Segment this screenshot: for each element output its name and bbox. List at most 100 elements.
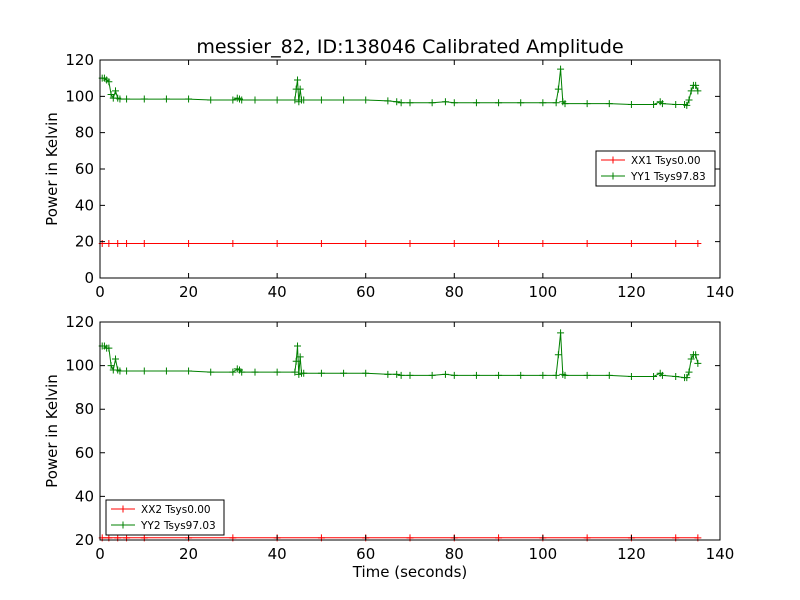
data-point	[672, 239, 680, 247]
data-point	[685, 368, 693, 376]
data-point	[552, 371, 560, 379]
data-point	[317, 369, 325, 377]
y-axis-label: Power in Kelvin	[43, 374, 61, 488]
data-point	[650, 373, 658, 380]
data-point	[340, 369, 348, 377]
data-point	[292, 357, 300, 365]
data-point	[627, 101, 635, 109]
data-point	[185, 239, 193, 247]
data-point	[450, 239, 458, 247]
data-point	[583, 100, 591, 108]
data-point	[140, 239, 148, 247]
series-1-1	[98, 239, 702, 247]
data-point	[393, 98, 401, 106]
data-point	[685, 96, 693, 104]
data-point	[107, 362, 115, 370]
data-point	[627, 373, 635, 380]
data-point	[583, 371, 591, 379]
data-point	[450, 371, 458, 379]
legend-marker	[119, 505, 127, 513]
data-point	[112, 87, 119, 95]
x-tick-label: 120	[617, 545, 646, 563]
data-point	[557, 65, 565, 73]
data-point	[692, 351, 700, 359]
data-point	[554, 85, 562, 93]
data-point	[397, 99, 405, 107]
data-point	[557, 329, 565, 337]
data-point	[116, 95, 124, 103]
data-point	[251, 96, 259, 104]
y-tick-label: 20	[75, 531, 94, 549]
legend: XX2 Tsys0.00 YY2 Tsys97.03	[105, 499, 225, 536]
data-point	[539, 99, 547, 107]
data-point	[123, 95, 131, 103]
legend-box	[105, 499, 225, 536]
data-point	[105, 344, 113, 352]
y-tick-label: 40	[75, 196, 94, 214]
data-point	[672, 373, 680, 380]
legend-marker	[609, 156, 617, 164]
x-axis-label: Time (seconds)	[352, 563, 468, 581]
data-point	[362, 369, 370, 377]
data-point	[694, 87, 702, 95]
data-point	[495, 239, 503, 247]
data-point	[472, 99, 480, 107]
data-point	[539, 239, 547, 247]
y-tick-label: 60	[75, 160, 94, 178]
data-point	[658, 100, 666, 108]
data-point	[123, 367, 131, 375]
data-point	[294, 76, 302, 84]
x-tick-label: 40	[268, 283, 287, 301]
data-point	[114, 239, 122, 247]
data-point	[112, 355, 119, 363]
x-tick-label: 0	[95, 283, 105, 301]
data-point	[300, 96, 308, 104]
data-point	[687, 87, 695, 95]
data-point	[273, 239, 281, 247]
data-point	[692, 81, 700, 89]
series-2-2	[98, 329, 702, 382]
data-point	[561, 371, 569, 379]
y-tick-label: 0	[84, 269, 94, 287]
data-point	[495, 99, 503, 107]
y-tick-label: 100	[65, 357, 94, 375]
data-point	[605, 100, 613, 108]
data-point	[393, 370, 401, 378]
legend-label: XX1 Tsys0.00	[631, 155, 701, 167]
data-point	[650, 101, 658, 109]
y-axis-label: Power in Kelvin	[43, 112, 61, 226]
data-point	[683, 374, 691, 382]
data-point	[406, 99, 414, 107]
data-point	[296, 85, 304, 93]
y-tick-label: 40	[75, 487, 94, 505]
data-point	[251, 368, 259, 376]
y-tick-label: 80	[75, 400, 94, 418]
legend-box	[595, 150, 716, 187]
data-point	[605, 371, 613, 379]
data-point	[495, 371, 503, 379]
x-tick-label: 140	[706, 545, 735, 563]
data-point	[694, 239, 702, 247]
data-point	[384, 370, 392, 378]
data-point	[140, 95, 148, 103]
data-point	[694, 359, 702, 367]
x-tick-label: 20	[179, 545, 198, 563]
data-point	[362, 96, 370, 104]
x-tick-label: 40	[268, 545, 287, 563]
data-point	[362, 239, 370, 247]
axes-frame	[99, 321, 721, 541]
data-point	[107, 91, 115, 99]
data-point	[105, 78, 113, 86]
data-point	[238, 96, 246, 104]
x-tick-label: 120	[617, 283, 646, 301]
data-point	[300, 369, 308, 377]
data-point	[627, 239, 635, 247]
data-point	[554, 351, 562, 359]
data-point	[472, 371, 480, 379]
data-point	[317, 239, 325, 247]
legend-marker	[609, 172, 617, 180]
data-point	[116, 367, 124, 375]
y-tick-label: 80	[75, 124, 94, 142]
x-tick-label: 140	[706, 283, 735, 301]
